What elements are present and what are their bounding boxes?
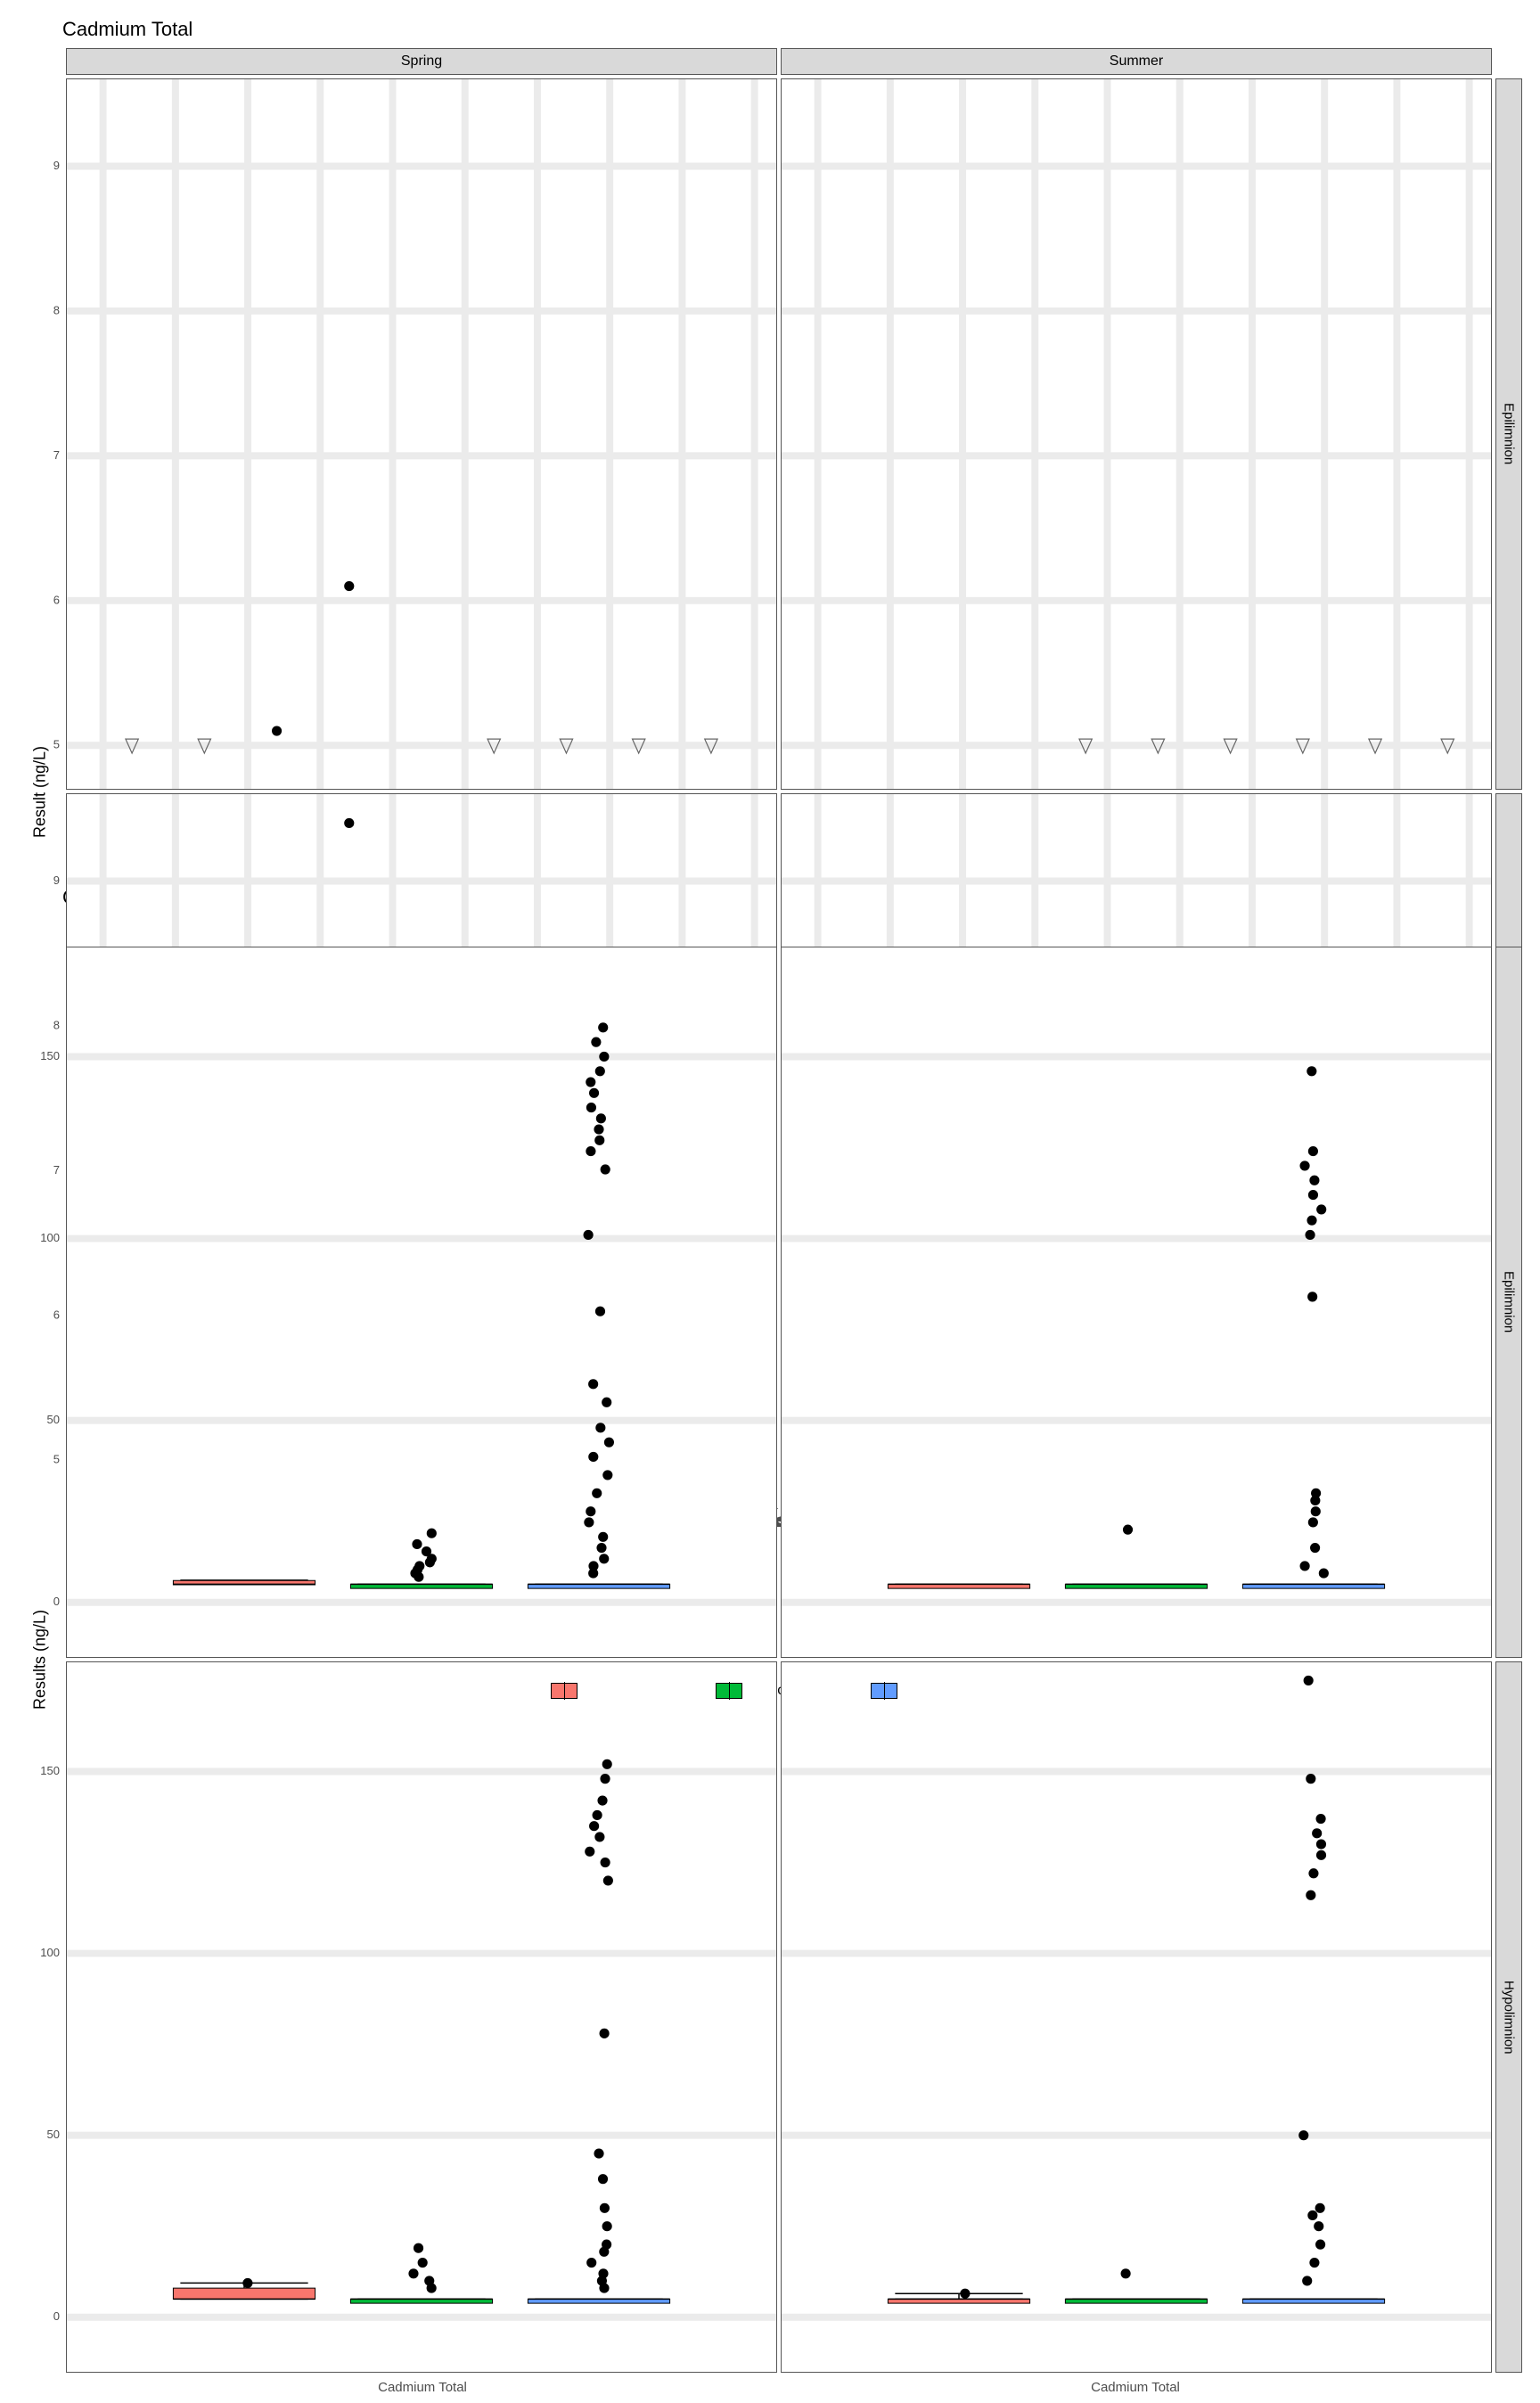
col-strip-spring: Spring bbox=[66, 48, 777, 75]
timeseries-chart: Cadmium Total Spring Summer Result (ng/L… bbox=[18, 18, 1522, 850]
col-strip-summer: Summer bbox=[781, 48, 1492, 75]
svg-text:8: 8 bbox=[53, 303, 60, 316]
svg-text:150: 150 bbox=[40, 1049, 60, 1062]
chart1-title: Cadmium Total bbox=[62, 18, 1522, 41]
svg-text:100: 100 bbox=[40, 1231, 60, 1244]
svg-text:5: 5 bbox=[53, 738, 60, 751]
svg-text:0: 0 bbox=[53, 2309, 60, 2323]
panel-summer-epi bbox=[781, 78, 1492, 790]
chart2-grid: Spring Summer Results (ng/L) 050100150 E… bbox=[18, 916, 1522, 1629]
svg-text:50: 50 bbox=[47, 2128, 60, 2141]
panel2-summer-hypo bbox=[781, 1661, 1492, 2373]
panel2-spring-hypo: 050100150 bbox=[66, 1661, 777, 2373]
svg-text:100: 100 bbox=[40, 1946, 60, 1959]
svg-text:9: 9 bbox=[53, 873, 60, 887]
chart2-x-axis: Cadmium TotalCadmium Total bbox=[66, 2376, 1492, 2403]
svg-text:7: 7 bbox=[53, 448, 60, 462]
chart1-grid: Spring Summer Result (ng/L) 56789 Epilim… bbox=[18, 48, 1522, 850]
svg-text:0: 0 bbox=[53, 1595, 60, 1608]
row-strip-epi: Epilimnion bbox=[1495, 78, 1522, 790]
row-strip-epi-2: Epilimnion bbox=[1495, 947, 1522, 1658]
row-strip-hypo-2: Hypolimnion bbox=[1495, 1661, 1522, 2373]
svg-text:150: 150 bbox=[40, 1764, 60, 1777]
panel2-spring-epi: 050100150 bbox=[66, 947, 777, 1658]
panel-spring-epi: 56789 bbox=[66, 78, 777, 790]
svg-text:50: 50 bbox=[47, 1413, 60, 1426]
svg-text:6: 6 bbox=[53, 593, 60, 606]
panel2-summer-epi bbox=[781, 947, 1492, 1658]
boxplot-chart: Comparison with Network Data Spring Summ… bbox=[18, 886, 1522, 1629]
svg-text:9: 9 bbox=[53, 159, 60, 172]
